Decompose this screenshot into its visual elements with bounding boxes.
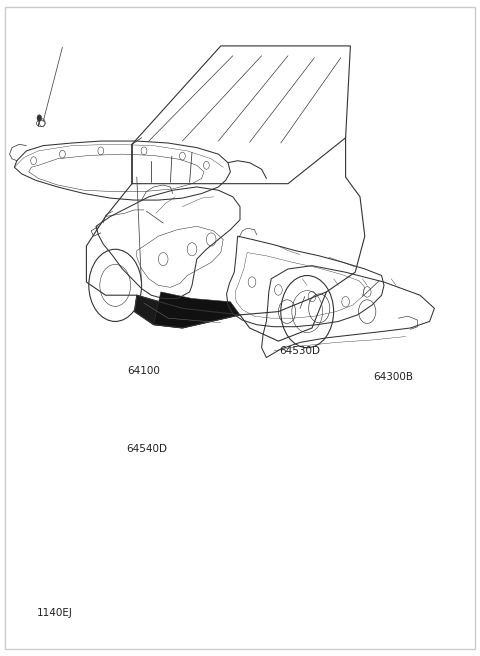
Text: 64530D: 64530D [279,346,321,356]
Text: 64300B: 64300B [373,372,414,382]
Text: 64100: 64100 [128,365,160,376]
Text: 1140EJ: 1140EJ [37,608,73,619]
Text: 64540D: 64540D [126,444,167,455]
Polygon shape [154,292,240,328]
Polygon shape [134,295,240,328]
Circle shape [37,115,42,121]
